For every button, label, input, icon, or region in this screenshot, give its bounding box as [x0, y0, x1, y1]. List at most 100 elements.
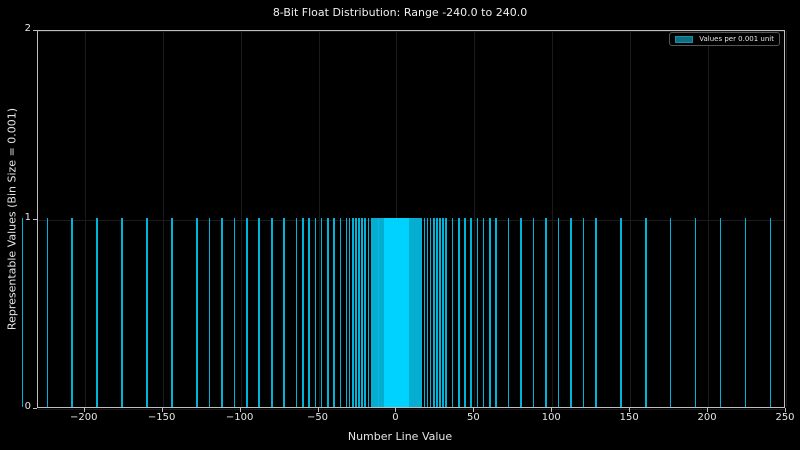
- data-bar: [557, 218, 560, 407]
- grid-line-vertical: [630, 31, 632, 407]
- data-bar: [476, 218, 479, 407]
- data-bar: [495, 218, 497, 407]
- y-tick: [33, 219, 37, 220]
- x-tick-label: 150: [619, 412, 639, 423]
- grid-line-vertical: [318, 31, 320, 407]
- data-bar: [445, 218, 448, 407]
- data-bar: [442, 218, 444, 407]
- plot-area: [21, 30, 787, 410]
- data-bar: [582, 218, 585, 407]
- legend-swatch: [675, 35, 694, 43]
- x-axis-label: Number Line Value: [347, 430, 453, 443]
- data-bar: [246, 218, 248, 407]
- data-bar: [570, 218, 572, 407]
- x-tick-label: −200: [70, 412, 98, 423]
- x-tick-label: 0: [392, 412, 399, 423]
- data-bar: [333, 218, 335, 407]
- x-tick: [551, 408, 553, 412]
- data-bar: [348, 218, 351, 407]
- y-tick: [33, 30, 37, 31]
- data-bar: [532, 218, 535, 407]
- data-bar: [507, 218, 510, 407]
- data-bar: [302, 218, 304, 407]
- data-bar: [644, 218, 647, 407]
- data-bar: [345, 218, 348, 407]
- data-bar: [21, 218, 24, 407]
- data-bar: [308, 218, 310, 407]
- medium-density-region: [408, 218, 422, 407]
- y-axis-label: Representable Values (Bin Size = 0.001): [5, 107, 19, 331]
- x-tick-label: 250: [775, 412, 795, 423]
- data-bar: [489, 218, 491, 407]
- x-tick: [161, 408, 163, 412]
- y-tick: [33, 408, 37, 409]
- grid-line-vertical: [708, 31, 710, 407]
- data-bar: [355, 218, 357, 407]
- data-bar: [171, 218, 173, 407]
- x-tick-label: 50: [466, 412, 480, 423]
- data-bar: [339, 218, 342, 407]
- grid-line-horizontal: [38, 31, 784, 32]
- data-bar: [464, 218, 466, 407]
- x-tick: [317, 408, 319, 412]
- data-bar: [258, 218, 261, 407]
- x-tick-label: −150: [147, 412, 176, 423]
- x-tick: [83, 408, 85, 412]
- data-bar: [361, 218, 363, 407]
- data-bar: [433, 218, 435, 407]
- data-bar: [358, 218, 360, 407]
- x-tick: [785, 408, 786, 412]
- grid-line-vertical: [786, 31, 787, 407]
- data-bar: [429, 218, 432, 407]
- data-bar: [470, 218, 472, 407]
- data-bar: [270, 218, 273, 407]
- x-tick-label: −50: [306, 412, 329, 423]
- data-bar: [436, 218, 438, 407]
- data-bar: [221, 218, 223, 407]
- legend-label: Values per 0.001 unit: [699, 35, 774, 43]
- data-bar: [451, 218, 454, 407]
- data-bar: [457, 218, 460, 407]
- data-bar: [283, 218, 285, 407]
- x-tick: [707, 408, 709, 412]
- data-bar: [146, 218, 148, 407]
- chart-title: 8-Bit Float Distribution: Range -240.0 t…: [272, 6, 528, 19]
- data-bar: [208, 218, 211, 407]
- data-bar: [423, 218, 426, 407]
- data-bar: [364, 218, 367, 407]
- data-bar: [426, 218, 429, 407]
- data-bar: [694, 218, 697, 407]
- data-bar: [669, 218, 672, 407]
- data-bar: [121, 218, 123, 407]
- grid-line-vertical: [162, 31, 164, 407]
- data-bar: [420, 218, 423, 407]
- data-bar: [439, 218, 441, 407]
- data-bar: [46, 218, 49, 407]
- data-bar: [96, 218, 98, 407]
- data-bar: [545, 218, 547, 407]
- y-tick-label: 0: [24, 401, 31, 412]
- data-bar: [595, 218, 597, 407]
- y-tick-label: 1: [24, 212, 31, 223]
- data-bar: [367, 218, 370, 407]
- x-tick-label: 200: [697, 412, 717, 423]
- data-bar: [295, 218, 298, 407]
- data-bar: [71, 218, 74, 407]
- dense-bar-region: [383, 218, 409, 407]
- grid-line-vertical: [84, 31, 86, 407]
- data-bar: [769, 218, 772, 407]
- medium-density-region: [371, 218, 384, 407]
- data-bar: [351, 218, 354, 407]
- data-bar: [320, 218, 323, 407]
- data-bar: [233, 218, 236, 407]
- data-bar: [719, 218, 722, 407]
- grid-line-vertical: [552, 31, 554, 407]
- x-tick-label: −100: [225, 412, 254, 423]
- x-tick: [473, 408, 475, 412]
- data-bar: [620, 218, 622, 407]
- data-bar: [327, 218, 329, 407]
- data-bar: [744, 218, 747, 407]
- legend: Values per 0.001 unit: [669, 32, 780, 46]
- y-tick-label: 2: [24, 23, 31, 34]
- data-bar: [314, 218, 317, 407]
